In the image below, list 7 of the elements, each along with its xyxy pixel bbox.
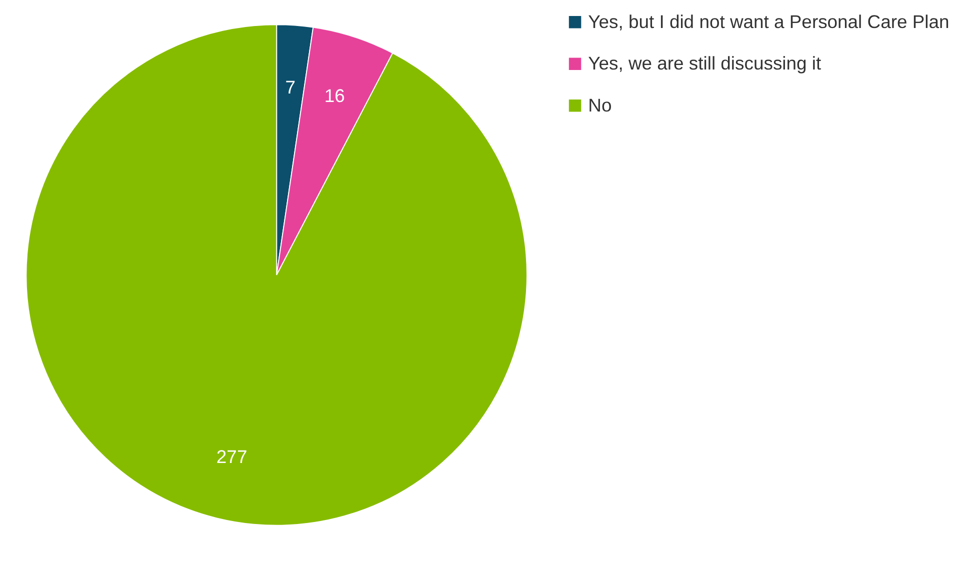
data-label: 16	[324, 85, 345, 106]
legend-label: Yes, but I did not want a Personal Care Plan	[588, 11, 950, 32]
pie-slice	[26, 24, 528, 526]
legend-label: No	[588, 94, 612, 116]
data-label: 277	[216, 446, 248, 468]
legend-label: Yes, we are still discussing it	[588, 52, 822, 74]
data-label: 7	[285, 76, 296, 98]
